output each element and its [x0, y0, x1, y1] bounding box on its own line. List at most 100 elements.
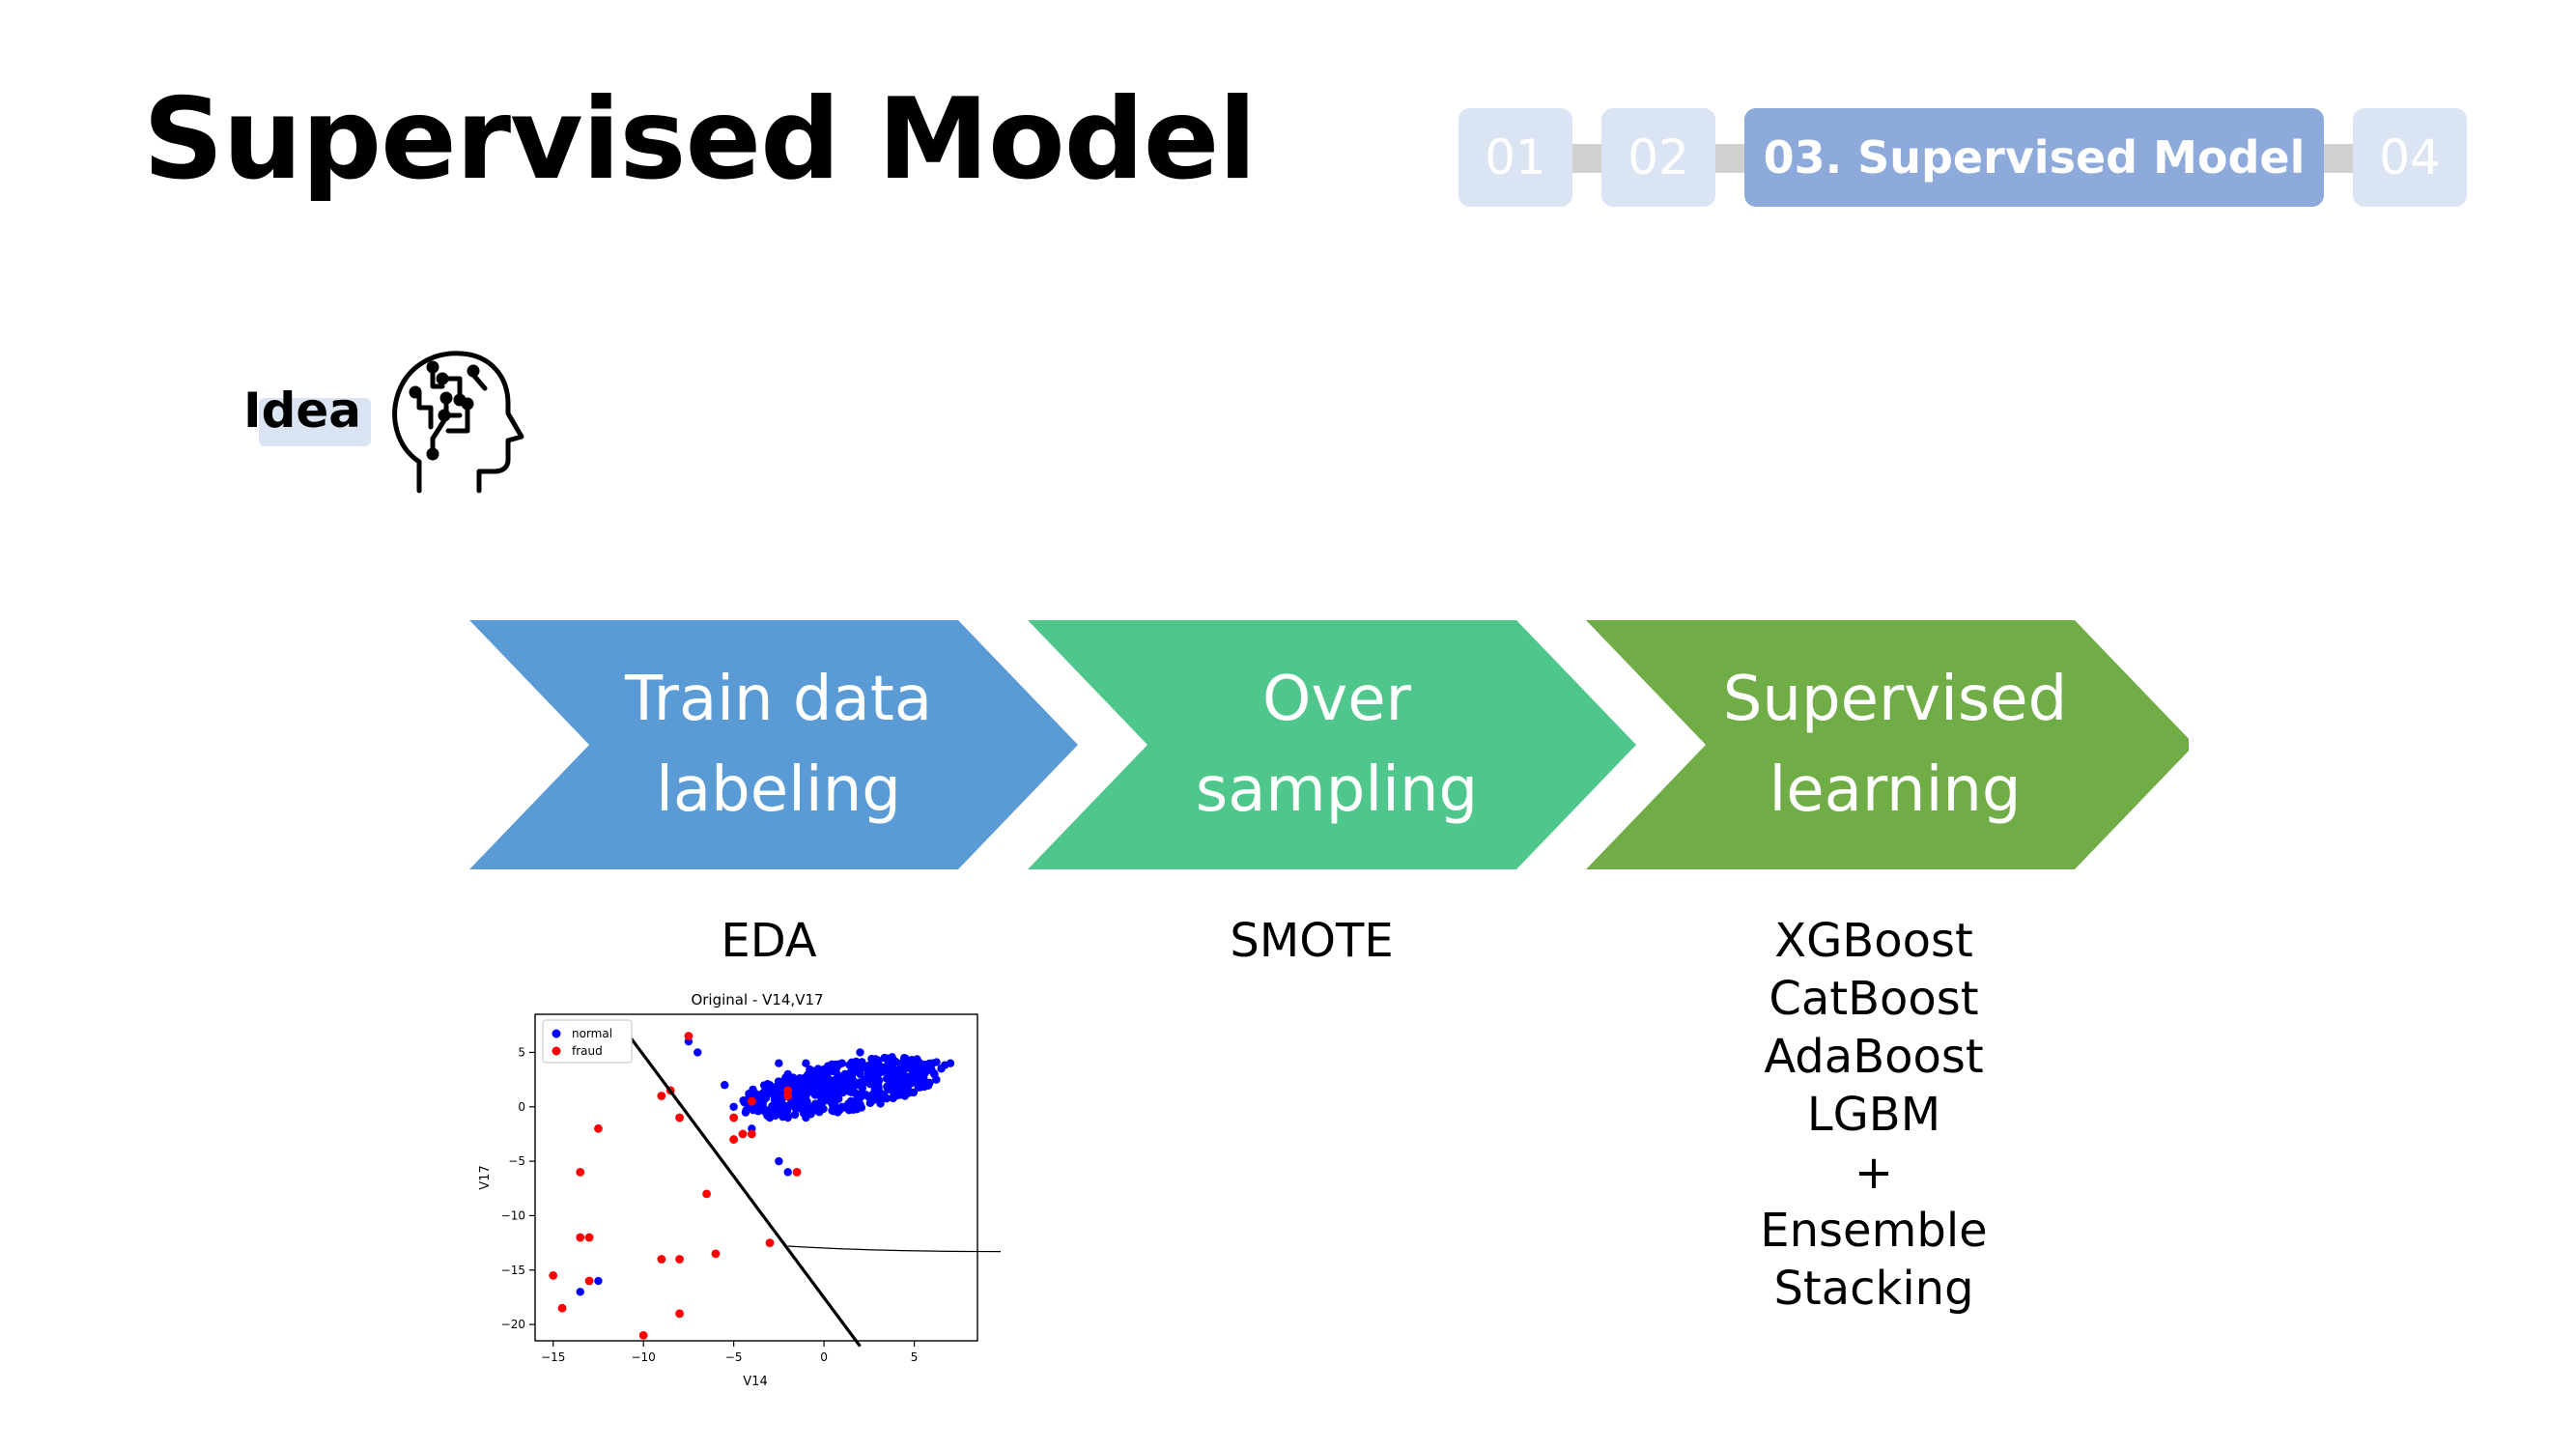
normal-point	[920, 1078, 927, 1086]
normal-point	[784, 1103, 792, 1111]
normal-point	[742, 1108, 750, 1116]
nav-step-03-active[interactable]: 03. Supervised Model	[1744, 108, 2324, 207]
model-item: Ensemble	[1729, 1202, 2019, 1260]
fraud-point	[585, 1277, 594, 1286]
normal-point	[811, 1102, 819, 1110]
step-label-line1: Over	[1262, 664, 1411, 735]
fraud-point	[748, 1130, 756, 1139]
normal-point	[864, 1093, 872, 1100]
normal-point	[856, 1092, 863, 1099]
normal-point	[911, 1068, 919, 1076]
step-train-data-labeling: Train data labeling	[595, 620, 962, 869]
fraud-point	[712, 1249, 721, 1258]
normal-point	[881, 1054, 889, 1062]
y-axis-label: V17	[478, 1165, 493, 1189]
nav-step-01[interactable]: 01	[1458, 108, 1572, 207]
nav-step-04[interactable]: 04	[2353, 108, 2467, 207]
step-label-line1: Train data	[625, 664, 932, 735]
y-tick-label: 0	[518, 1100, 525, 1114]
normal-point	[804, 1082, 811, 1090]
legend-label-normal: normal	[572, 1027, 612, 1040]
step-label-line2: learning	[1769, 754, 2021, 826]
normal-point	[909, 1076, 917, 1084]
normal-point	[918, 1067, 925, 1075]
normal-point	[881, 1094, 889, 1101]
model-item: LGBM	[1729, 1086, 2019, 1144]
normal-point	[594, 1277, 602, 1285]
normal-point	[694, 1048, 701, 1056]
normal-point	[928, 1060, 936, 1067]
normal-point	[891, 1059, 898, 1066]
normal-point	[886, 1082, 893, 1090]
normal-point	[784, 1070, 792, 1078]
normal-point	[820, 1070, 828, 1078]
y-tick-label: −10	[501, 1208, 525, 1222]
smote-label: SMOTE	[1176, 912, 1447, 970]
normal-point	[766, 1081, 774, 1089]
normal-point	[775, 1060, 782, 1067]
y-tick-label: −5	[508, 1154, 525, 1168]
chart-legend: normal fraud	[543, 1020, 632, 1063]
fraud-point	[793, 1168, 802, 1177]
normal-point	[820, 1092, 828, 1099]
normal-point	[577, 1288, 584, 1295]
fraud-point	[748, 1097, 756, 1106]
normal-point	[775, 1157, 782, 1165]
fraud-point	[729, 1114, 738, 1122]
fraud-point	[675, 1255, 684, 1264]
model-item: CatBoost	[1729, 970, 2019, 1028]
normal-point	[856, 1070, 863, 1078]
normal-point	[766, 1114, 774, 1122]
x-tick-label: −10	[631, 1350, 655, 1364]
normal-point	[820, 1081, 828, 1089]
idea-label: Idea	[243, 383, 361, 439]
normal-point	[866, 1065, 874, 1073]
fraud-point	[558, 1304, 567, 1313]
normal-point	[874, 1081, 882, 1089]
normal-point	[875, 1064, 883, 1071]
normal-point	[784, 1114, 792, 1122]
normal-point	[802, 1092, 809, 1099]
fraud-point	[766, 1238, 775, 1247]
eda-label: EDA	[653, 912, 885, 970]
legend-marker-normal	[552, 1030, 561, 1038]
normal-point	[802, 1073, 809, 1081]
normal-point	[792, 1096, 800, 1104]
normal-point	[900, 1054, 908, 1062]
step-label-line1: Supervised	[1723, 664, 2068, 735]
x-tick-label: 5	[911, 1350, 919, 1364]
x-tick-label: −5	[725, 1350, 743, 1364]
fraud-point	[729, 1135, 738, 1144]
fraud-point	[739, 1130, 748, 1139]
normal-point	[768, 1088, 776, 1095]
normal-point	[729, 1103, 737, 1111]
step-supervised-learning: Supervised learning	[1712, 620, 2079, 869]
normal-point	[947, 1060, 954, 1067]
fraud-point	[702, 1190, 711, 1199]
normal-point	[829, 1096, 836, 1104]
normal-point	[775, 1077, 782, 1085]
fraud-point	[639, 1331, 648, 1340]
process-flow: Train data labeling Over sampling Supervis…	[469, 620, 2189, 869]
step-over-sampling: Over sampling	[1153, 620, 1520, 869]
y-tick-label: 5	[518, 1045, 525, 1059]
normal-point	[721, 1081, 728, 1089]
fraud-point	[675, 1114, 684, 1122]
fraud-point	[585, 1234, 594, 1242]
model-item: +	[1729, 1144, 2019, 1202]
normal-point	[819, 1105, 827, 1113]
nav-step-02[interactable]: 02	[1601, 108, 1715, 207]
slide-title: Supervised Model	[143, 75, 1256, 204]
normal-point	[802, 1060, 809, 1067]
fraud-point	[576, 1234, 584, 1242]
normal-point	[794, 1104, 802, 1112]
chart-title: Original - V14,V17	[691, 991, 823, 1009]
eda-scatter-plot: Original - V14,V17 −15 −10 −5 0 5 5 0 −5 −10 −15 −…	[471, 983, 1003, 1389]
progress-nav: 01 02 03. Supervised Model 04	[1458, 108, 2469, 209]
y-tick-label: −20	[501, 1318, 525, 1331]
model-item: XGBoost	[1729, 912, 2019, 970]
normal-point	[784, 1168, 792, 1176]
model-item: Stacking	[1729, 1260, 2019, 1318]
normal-point	[802, 1114, 809, 1122]
legend-marker-fraud	[552, 1047, 561, 1056]
